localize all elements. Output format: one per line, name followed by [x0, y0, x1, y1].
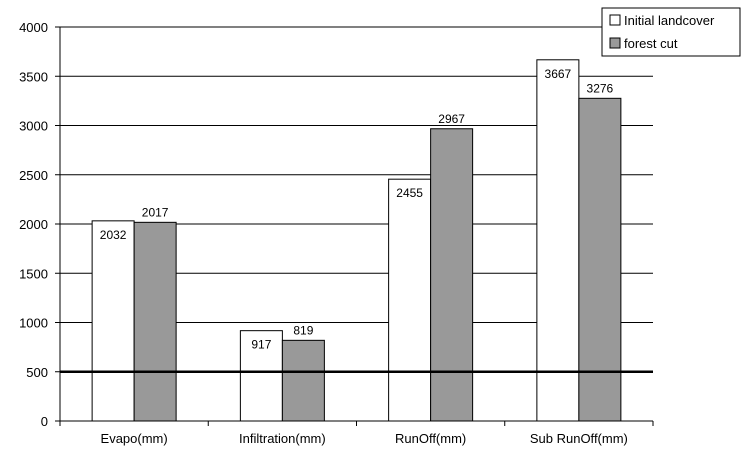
- legend-swatch-initial-landcover: [609, 14, 621, 26]
- data-label-initial-landcover-sub-runoff-mm: 3667: [545, 67, 572, 81]
- legend-label-forest-cut: forest cut: [624, 36, 678, 51]
- y-tick-label-3500: 3500: [19, 69, 48, 84]
- y-tick-label-500: 500: [26, 365, 48, 380]
- data-labels: 2032 2017 917 819 2455 2967 3667 3276: [100, 67, 614, 352]
- x-tick-label-runoff-mm: RunOff(mm): [395, 431, 466, 446]
- bar-initial-landcover-evapo-mm: [91, 220, 135, 422]
- x-tick-labels: Evapo(mm) Infiltration(mm) RunOff(mm) Sub R…: [59, 421, 654, 446]
- y-tick-labels: 0 500 1000 1500 2000 2500 3000 3500 4000: [19, 20, 60, 429]
- bar-initial-landcover-runoff-mm: [388, 178, 432, 422]
- data-label-initial-landcover-runoff-mm: 2455: [396, 186, 423, 200]
- bar-initial-landcover-sub-runoff-mm: [536, 59, 580, 422]
- bar-forest-cut-sub-runoff-mm: [578, 97, 622, 422]
- data-label-forest-cut-runoff-mm: 2967: [438, 112, 465, 126]
- bar-initial-landcover-infiltration-mm: [239, 330, 283, 422]
- y-tick-label-2000: 2000: [19, 217, 48, 232]
- bar-forest-cut-infiltration-mm: [281, 339, 325, 422]
- bar-forest-cut-runoff-mm: [430, 128, 474, 422]
- y-tick-label-1500: 1500: [19, 266, 48, 281]
- x-tick-label-sub-runoff-mm: Sub RunOff(mm): [530, 431, 628, 446]
- y-tick-label-0: 0: [41, 414, 48, 429]
- x-tick-label-evapo-mm: Evapo(mm): [101, 431, 168, 446]
- legend-label-initial-landcover: Initial landcover: [624, 13, 715, 28]
- y-tick-label-3000: 3000: [19, 119, 48, 134]
- legend: Initial landcover forest cut: [601, 7, 741, 57]
- data-label-initial-landcover-evapo-mm: 2032: [100, 228, 127, 242]
- y-tick-label-2500: 2500: [19, 168, 48, 183]
- data-label-forest-cut-infiltration-mm: 819: [293, 323, 313, 337]
- data-label-forest-cut-evapo-mm: 2017: [142, 205, 169, 219]
- bar-forest-cut-evapo-mm: [133, 221, 177, 422]
- data-label-forest-cut-sub-runoff-mm: 3276: [587, 81, 614, 95]
- legend-swatch-forest-cut: [609, 37, 621, 49]
- x-tick-label-infiltration-mm: Infiltration(mm): [239, 431, 326, 446]
- y-tick-label-1000: 1000: [19, 316, 48, 331]
- legend-box: [601, 7, 741, 57]
- y-tick-label-4000: 4000: [19, 20, 48, 35]
- bars: [91, 59, 622, 422]
- data-label-initial-landcover-infiltration-mm: 917: [251, 338, 271, 352]
